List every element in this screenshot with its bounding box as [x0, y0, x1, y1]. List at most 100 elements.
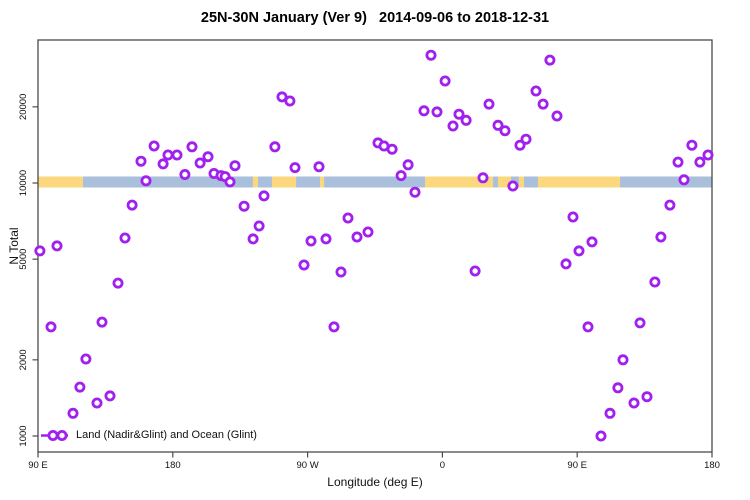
band-segment-ocean	[324, 176, 426, 188]
data-point	[612, 382, 624, 394]
data-point	[507, 180, 519, 192]
data-point	[499, 125, 511, 137]
data-point	[224, 176, 236, 188]
data-point	[362, 226, 374, 238]
chart-title: 25N-30N January (Ver 9) 2014-09-06 to 20…	[200, 10, 550, 26]
data-point	[305, 235, 317, 247]
data-point	[253, 220, 265, 232]
data-point	[634, 317, 646, 329]
data-point	[351, 231, 363, 243]
data-point	[573, 245, 585, 257]
legend-label: Land (Nadir&Glint) and Ocean (Glint)	[76, 429, 257, 441]
data-point	[469, 265, 481, 277]
y-tick-label: 2000	[18, 349, 29, 370]
data-point	[425, 49, 437, 61]
data-point	[483, 98, 495, 110]
data-point	[91, 397, 103, 409]
data-point	[395, 170, 407, 182]
data-point	[617, 354, 629, 366]
data-point	[298, 259, 310, 271]
data-point	[694, 156, 706, 168]
data-point	[655, 231, 667, 243]
data-point	[313, 161, 325, 173]
data-point	[179, 168, 191, 180]
data-point	[386, 143, 398, 155]
data-point	[45, 321, 57, 333]
data-point	[96, 316, 108, 328]
band-segment-ocean	[296, 176, 321, 188]
data-point	[328, 321, 340, 333]
data-point	[514, 139, 526, 151]
band-segment-land	[271, 176, 297, 188]
data-point	[409, 186, 421, 198]
y-tick-label: 10000	[18, 170, 29, 196]
band-segment-ocean	[620, 176, 712, 188]
legend-marker	[47, 429, 59, 441]
data-point	[460, 114, 472, 126]
data-point	[664, 199, 676, 211]
data-point	[238, 200, 250, 212]
data-point	[229, 160, 241, 172]
band-segment-ocean	[493, 176, 498, 188]
data-point	[320, 233, 332, 245]
y-tick-label: 5000	[18, 249, 29, 270]
data-point	[157, 158, 169, 170]
data-point	[595, 430, 607, 442]
data-point	[477, 172, 489, 184]
data-point	[582, 321, 594, 333]
band-segment-land	[425, 176, 494, 188]
x-tick-label: 90 E	[28, 460, 48, 471]
data-point	[258, 190, 270, 202]
data-point	[586, 236, 598, 248]
plot-border	[37, 39, 713, 453]
x-axis-label: Longitude (deg E)	[327, 475, 423, 489]
data-point	[544, 54, 556, 66]
data-point	[520, 133, 532, 145]
data-point	[80, 353, 92, 365]
data-point	[672, 156, 684, 168]
data-point	[162, 149, 174, 161]
data-point	[284, 95, 296, 107]
data-point	[335, 266, 347, 278]
data-point	[289, 162, 301, 174]
data-point	[649, 276, 661, 288]
data-point	[628, 397, 640, 409]
band-segment-land	[497, 176, 511, 188]
data-point	[492, 119, 504, 131]
x-tick-label: 90 W	[297, 460, 319, 471]
data-point	[604, 407, 616, 419]
data-point	[74, 381, 86, 393]
data-point	[431, 106, 443, 118]
data-point	[247, 233, 259, 245]
band-segment-land	[537, 176, 621, 188]
data-point	[342, 212, 354, 224]
data-point	[276, 91, 288, 103]
band-segment-ocean	[524, 176, 538, 188]
data-point	[567, 211, 579, 223]
data-point	[686, 139, 698, 151]
data-point	[202, 151, 214, 163]
data-point	[135, 155, 147, 167]
band-segment-ocean	[258, 176, 272, 188]
band-segment-land	[252, 176, 259, 188]
data-point	[641, 391, 653, 403]
y-tick-label: 20000	[18, 94, 29, 120]
x-tick-label: 180	[165, 460, 181, 471]
band-segment-ocean	[82, 176, 253, 188]
x-tick-label: 90 E	[567, 460, 587, 471]
data-point	[418, 105, 430, 117]
data-point	[34, 245, 46, 257]
data-point	[269, 141, 281, 153]
data-point	[51, 240, 63, 252]
data-point	[194, 157, 206, 169]
data-point	[112, 277, 124, 289]
data-point	[402, 159, 414, 171]
data-point	[186, 141, 198, 153]
band-segment-land	[320, 176, 325, 188]
y-axis-label: N Total	[7, 227, 21, 265]
x-tick-label: 180	[704, 460, 720, 471]
band-segment-land	[38, 176, 83, 188]
data-point	[551, 110, 563, 122]
legend-marker	[56, 429, 68, 441]
